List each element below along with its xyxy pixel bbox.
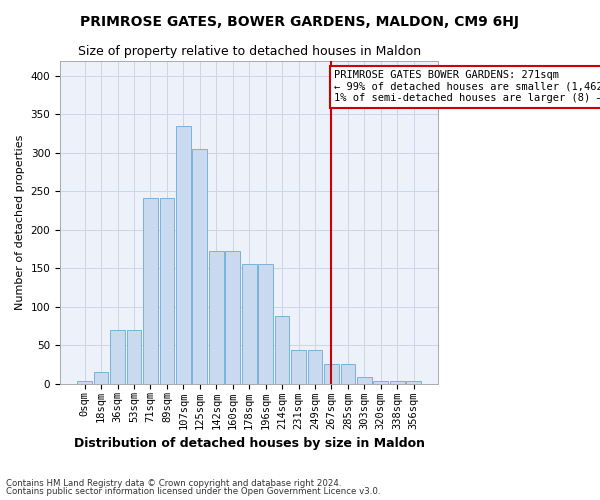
Bar <box>291 350 306 384</box>
Title: Size of property relative to detached houses in Maldon: Size of property relative to detached ho… <box>77 45 421 58</box>
Bar <box>176 126 191 384</box>
Y-axis label: Number of detached properties: Number of detached properties <box>15 134 25 310</box>
Bar <box>226 252 240 384</box>
Bar <box>77 381 92 384</box>
Text: PRIMROSE GATES BOWER GARDENS: 271sqm
← 99% of detached houses are smaller (1,462: PRIMROSE GATES BOWER GARDENS: 271sqm ← 9… <box>334 70 600 103</box>
Bar <box>242 264 257 384</box>
X-axis label: Distribution of detached houses by size in Maldon: Distribution of detached houses by size … <box>74 437 425 450</box>
Bar <box>341 364 355 384</box>
Bar <box>110 330 125 384</box>
Bar <box>324 364 339 384</box>
Bar <box>160 198 175 384</box>
Bar <box>373 381 388 384</box>
Bar <box>193 149 207 384</box>
Text: PRIMROSE GATES, BOWER GARDENS, MALDON, CM9 6HJ: PRIMROSE GATES, BOWER GARDENS, MALDON, C… <box>80 15 520 29</box>
Bar <box>258 264 273 384</box>
Text: Contains public sector information licensed under the Open Government Licence v3: Contains public sector information licen… <box>6 487 380 496</box>
Bar <box>357 378 372 384</box>
Text: Contains HM Land Registry data © Crown copyright and database right 2024.: Contains HM Land Registry data © Crown c… <box>6 478 341 488</box>
Bar <box>406 381 421 384</box>
Bar <box>127 330 142 384</box>
Bar <box>308 350 322 384</box>
Bar <box>209 252 224 384</box>
Bar <box>275 316 289 384</box>
Bar <box>94 372 109 384</box>
Bar <box>143 198 158 384</box>
Bar <box>390 381 404 384</box>
